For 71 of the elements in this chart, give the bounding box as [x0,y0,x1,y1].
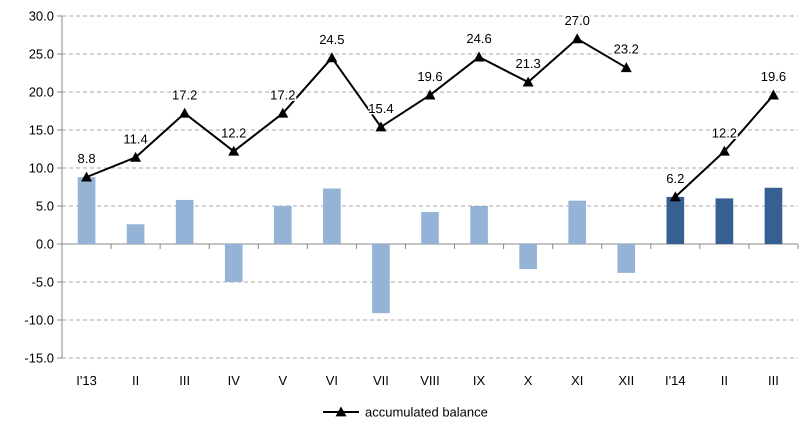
data-label: 15.4 [368,100,394,116]
point [130,152,142,162]
point [228,146,240,156]
y-tick-label: -15.0 [24,350,54,366]
bar [568,200,586,244]
data-label: 24.6 [466,31,492,46]
x-tick-label: XI [571,373,584,388]
y-tick-label: -5.0 [32,274,54,290]
point [522,76,534,87]
bar [617,244,636,273]
bar [470,206,488,244]
bar [176,200,194,244]
x-tick-label: I'13 [76,373,97,388]
data-label: 21.3 [515,56,541,72]
x-tick-label: III [768,373,779,388]
data-label: 19.6 [760,69,786,84]
point [572,33,583,44]
x-tick-label: VII [372,373,389,388]
data-label: 23.2 [614,42,639,57]
bar [764,188,782,244]
y-tick-label: 15.0 [28,122,54,138]
data-label: 24.5 [319,32,345,47]
point [277,108,288,118]
bar [421,212,439,244]
bar [519,244,537,270]
data-label: 17.2 [172,87,198,102]
x-tick-label: II [720,373,728,388]
data-label: 19.6 [417,69,443,84]
bar [372,244,390,314]
data-label: 27.0 [564,12,590,28]
point [81,172,92,182]
y-tick-label: 5.0 [36,198,54,214]
x-tick-label: III [179,373,190,388]
data-label: 12.2 [221,125,246,140]
point [718,146,730,156]
x-tick-label: I'14 [665,373,686,388]
data-label: 8.8 [77,151,96,166]
bar [78,177,96,244]
y-tick-label: 30.0 [28,8,54,24]
y-tick-label: 10.0 [28,160,54,176]
bar [224,244,243,282]
x-tick-label: IX [472,373,486,388]
x-tick-label: IV [228,373,240,388]
x-tick-label: X [524,373,533,388]
bar [716,198,734,244]
bar [323,188,341,244]
x-tick-label: II [132,373,140,388]
y-tick-label: -10.0 [24,312,54,328]
y-tick-label: 0.0 [36,236,54,252]
point [670,191,681,202]
x-tick-label: VIII [420,373,440,388]
bar [126,224,144,244]
point [179,108,190,118]
data-label: 17.2 [270,87,296,102]
bar [666,196,684,244]
data-label: 6.2 [666,170,684,186]
y-tick-label: 25.0 [28,46,54,62]
point [375,121,386,132]
x-tick-label: XII [618,373,634,388]
data-label: 11.4 [123,131,148,146]
y-tick-label: 20.0 [28,84,54,100]
point [474,52,485,62]
point [620,62,632,72]
point [326,52,338,62]
bar [274,206,292,244]
x-tick-label: V [278,373,288,388]
point [424,90,436,100]
point [768,90,779,100]
x-tick-label: VI [326,373,338,388]
legend-label: accumulated balance [365,404,488,420]
data-label: 12.2 [712,125,738,140]
